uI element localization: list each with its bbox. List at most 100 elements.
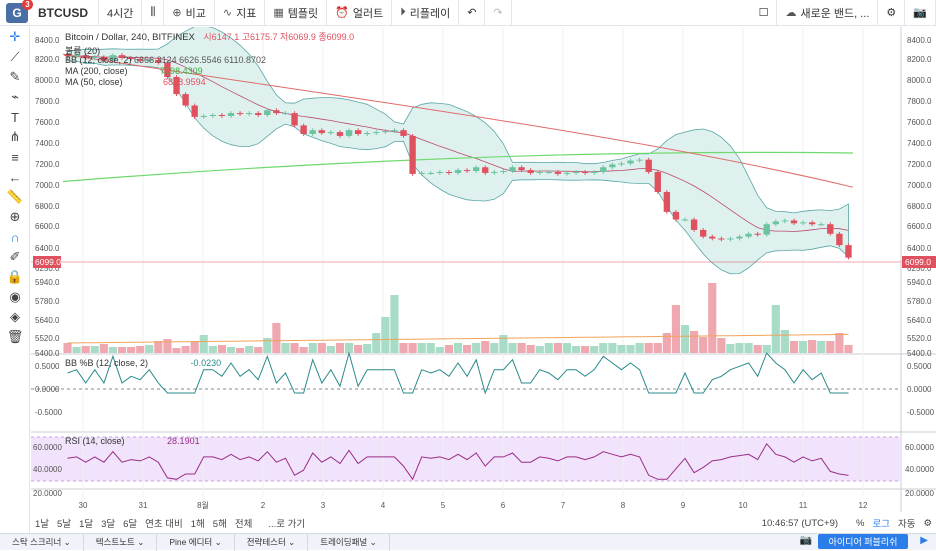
templates-button[interactable]: ▦ 템플릿 (265, 0, 328, 26)
candle-body-26 (300, 125, 307, 134)
pitchfork-icon[interactable]: ⋔ (9, 129, 21, 144)
volume-bar-50 (517, 343, 526, 353)
price-tick-left-2: 8000.0 (35, 76, 60, 85)
fib-icon[interactable]: ≡ (11, 149, 19, 165)
volume-bar-51 (526, 345, 535, 353)
replay-button[interactable]: ⏵ 리플레이 (392, 0, 460, 26)
zoom-icon[interactable]: ⊕ (9, 209, 21, 224)
volume-bar-47 (490, 343, 499, 353)
candle-body-58 (591, 172, 598, 173)
goto-date-button[interactable]: ...로 가기 (268, 519, 306, 530)
candle-body-2 (82, 55, 89, 58)
candle-body-49 (509, 167, 516, 172)
symbol-search[interactable]: BTCUSD (28, 0, 99, 26)
candle-body-13 (182, 94, 189, 106)
volume-bar-73 (726, 344, 735, 353)
undo-button[interactable]: ↶ (459, 0, 486, 26)
timeframe-2[interactable]: 1달 (79, 519, 94, 530)
candle-body-8 (137, 58, 144, 61)
volume-bar-85 (835, 333, 844, 353)
magnet-icon[interactable]: ∩ (10, 229, 20, 245)
price-tick-1: 8200.0 (907, 55, 932, 64)
brush-icon[interactable]: ✎ (9, 69, 21, 84)
footer-tab-3[interactable]: 전략테스터 ⌄ (235, 533, 309, 551)
layers-icon[interactable]: ◈ (10, 309, 20, 324)
candle-body-16 (209, 115, 217, 116)
footer-tab-4[interactable]: 트레이딩패널 ⌄ (308, 533, 390, 551)
eye-icon[interactable]: ◉ (9, 289, 21, 304)
volume-bar-68 (680, 325, 690, 353)
volume-bar-57 (581, 346, 590, 353)
candle-body-74 (736, 236, 743, 239)
timeframe-1[interactable]: 5날 (57, 519, 72, 530)
timeframe-8[interactable]: 전체 (234, 519, 253, 530)
redo-button[interactable]: ↷ (485, 0, 512, 26)
back-arrow-icon[interactable]: ← (8, 169, 22, 185)
candle-body-78 (772, 221, 779, 225)
candle-body-35 (382, 131, 389, 133)
indicators-button[interactable]: ∿ 지표 (215, 0, 266, 26)
compare-button[interactable]: ⊕ 비교 (164, 0, 215, 26)
candle-body-83 (818, 224, 825, 226)
fullscreen-box-button[interactable]: ☐ (751, 0, 778, 26)
volume-bar-1 (72, 347, 81, 353)
time-tick-12: 11 (799, 501, 808, 510)
lock-drawing-icon[interactable]: ✐ (9, 249, 21, 264)
trash-icon[interactable]: 🗑 (6, 329, 24, 344)
crosshair-icon[interactable]: ✛ (9, 29, 21, 44)
candle-body-12 (173, 77, 180, 95)
chart-type-button[interactable]: ⫼ (142, 0, 165, 26)
price-tick-left-0: 8400.0 (35, 36, 60, 45)
volume-bar-39 (417, 343, 426, 353)
publish-idea-button[interactable]: 아이디어 퍼블리쉬 (818, 534, 908, 549)
candle-body-3 (91, 57, 98, 59)
candle-body-77 (763, 224, 770, 235)
snapshot-button[interactable]: 📷 (905, 0, 936, 26)
timeframe-5[interactable]: 연초 대비 (145, 519, 183, 530)
bbb-legend: BB %B (12, close, 2) -0.0230 (65, 358, 221, 368)
ruler-icon[interactable]: 📏 (6, 189, 24, 204)
footer-tab-1[interactable]: 텍스트노트 ⌄ (84, 533, 158, 551)
rsi-tick-1: 40.0000 (905, 465, 934, 474)
text-tool-icon[interactable]: T (11, 109, 19, 125)
price-tick-3: 7800.0 (907, 97, 932, 106)
volume-bar-38 (408, 343, 417, 353)
footer-tab-0[interactable]: 스탁 스크리너 ⌄ (0, 533, 84, 551)
camera-icon: 📷 (913, 7, 927, 19)
timeframe-4[interactable]: 6달 (123, 519, 138, 530)
volume-bar-43 (453, 343, 463, 353)
logo-letter: G (12, 5, 22, 20)
log-toggle[interactable]: 로그 (872, 519, 890, 530)
settings-icon[interactable]: ⚙ (923, 517, 932, 529)
volume-bar-82 (808, 340, 817, 353)
alerts-button[interactable]: ⏰ 얼러트 (327, 0, 393, 26)
percent-toggle[interactable]: % (856, 517, 865, 529)
interval-dropdown[interactable]: 4시간 (99, 0, 143, 26)
volume-bar-74 (735, 343, 744, 353)
footer-tab-2[interactable]: Pine 에디터 ⌄ (157, 533, 235, 551)
timeframe-7[interactable]: 5해 (212, 519, 227, 530)
user-avatar-logo[interactable]: G 3 (6, 0, 33, 23)
timeframe-3[interactable]: 3달 (101, 519, 116, 530)
play-icon[interactable]: ▶ (920, 535, 928, 546)
volume-bar-84 (826, 341, 835, 353)
bbb-tick-left-1: 0.0000 (35, 385, 60, 394)
layout-dropdown[interactable]: ☁ 새로운 밴드, ... (777, 0, 879, 26)
bb-legend: BB (12, close, 2) 6366.3124 6626.5546 61… (65, 55, 266, 65)
chart-area[interactable]: 8400.0 8400.0 8200.0 8200.0 8000.0 8000.0 7800… (31, 25, 936, 512)
price-tick-left-5: 7400.0 (35, 139, 60, 148)
timeframe-6[interactable]: 1해 (190, 519, 205, 530)
volume-bar-40 (426, 343, 435, 353)
volume-bar-62 (626, 345, 635, 353)
price-tick-left-1: 8200.0 (35, 55, 60, 64)
footer-tab-list: 스탁 스크리너 ⌄ 텍스트노트 ⌄ Pine 에디터 ⌄ 전략테스터 ⌄ 트레이딩패널 … (0, 533, 390, 551)
settings-button[interactable]: ⚙ (878, 0, 906, 26)
pattern-icon[interactable]: ⌁ (11, 89, 19, 104)
timeframe-0[interactable]: 1날 (35, 519, 50, 530)
trend-line-icon[interactable]: ⟋ (10, 49, 20, 64)
price-tick-5: 7400.0 (907, 139, 932, 148)
camera-icon[interactable]: 📷 (799, 535, 812, 546)
chart-canvas[interactable]: 8400.0 8400.0 8200.0 8200.0 8000.0 8000.0 7800… (31, 25, 936, 512)
auto-toggle[interactable]: 자동 (897, 519, 916, 530)
lock-icon[interactable]: 🔒 (6, 269, 24, 284)
